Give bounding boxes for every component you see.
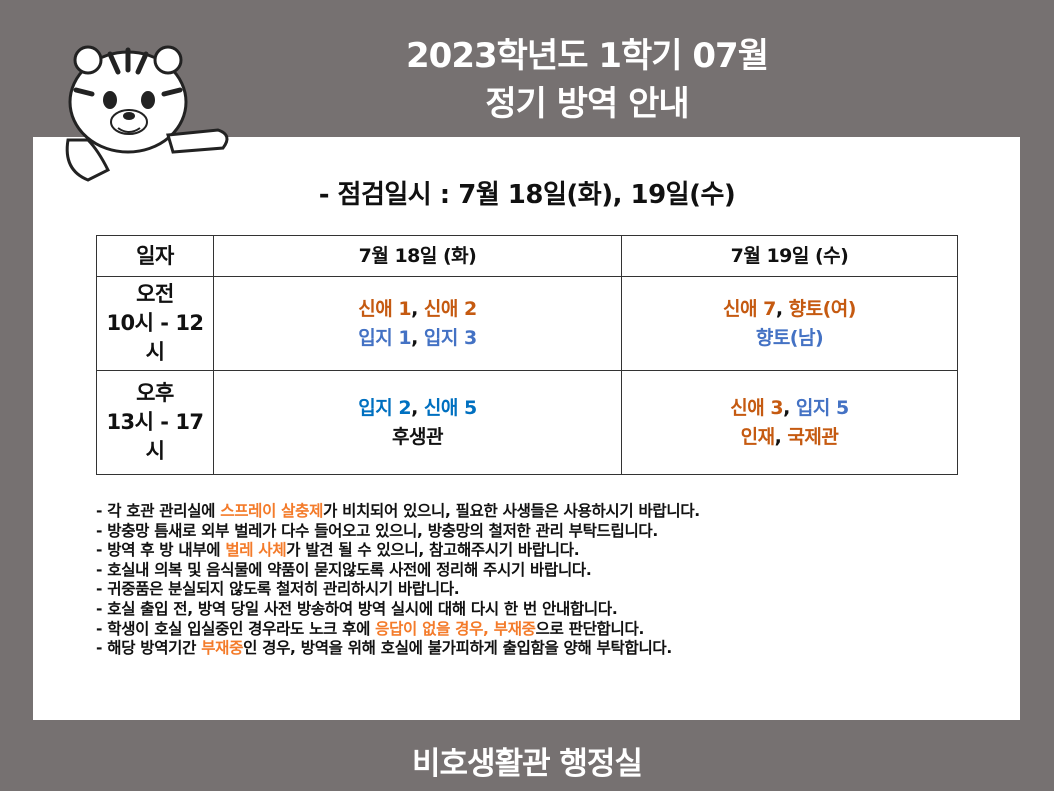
note-text: - 호실내 의복 및 음식물에 약품이 묻지않도록 사전에 정리해 주시기 바랍…	[96, 560, 592, 579]
note-text: 인 경우, 방역을 위해 호실에 불가피하게 출입함을 양해 부탁합니다.	[243, 639, 672, 658]
note-item: - 호실 출입 전, 방역 당일 사전 방송하여 방역 실시에 대해 다시 한 …	[96, 600, 700, 620]
cell-line: 입지 1, 입지 3	[215, 324, 620, 353]
header-day2: 7월 19일 (수)	[621, 235, 958, 277]
note-highlight: 벌레 사체	[225, 541, 287, 560]
note-text: - 방충망 틈새로 외부 벌레가 다수 들어오고 있으니, 방충망의 철저한 관…	[96, 521, 658, 540]
header-date: 일자	[96, 235, 214, 277]
page-title-line1: 2023학년도 1학기 07월	[406, 36, 769, 76]
building-name: 입지 2	[358, 396, 412, 419]
building-name: ,	[775, 297, 789, 320]
building-name: ,	[411, 297, 424, 320]
note-text: - 학생이 호실 입실중인 경우라도 노크 후에	[96, 619, 376, 638]
schedule-table: 일자 7월 18일 (화) 7월 19일 (수) 오전 10시 - 12시 신애 …	[96, 235, 958, 475]
period-cell: 오전 10시 - 12시	[96, 276, 214, 371]
schedule-cell: 신애 1, 신애 2 입지 1, 입지 3	[213, 276, 622, 371]
building-name: ,	[411, 396, 424, 419]
schedule-cell: 입지 2, 신애 5 후생관	[213, 370, 622, 475]
note-text: - 귀중품은 분실되지 않도록 철저히 관리하시기 바랍니다.	[96, 580, 460, 599]
page-title-line2: 정기 방역 안내	[485, 84, 689, 124]
period-cell: 오후 13시 - 17시	[96, 370, 214, 475]
time-label: 10시 - 12시	[106, 311, 204, 364]
note-item: - 방역 후 방 내부에 벌레 사체가 발견 될 수 있으니, 참고해주시기 바…	[96, 541, 700, 561]
building-name: 후생관	[392, 425, 443, 448]
note-highlight: 부재중	[201, 639, 244, 658]
building-name: 향토(남)	[755, 326, 824, 349]
schedule-cell: 신애 7, 향토(여) 향토(남)	[621, 276, 958, 371]
cell-line: 인재, 국제관	[623, 423, 956, 452]
building-name: 입지 5	[795, 396, 849, 419]
inspection-date: - 점검일시 : 7월 18일(화), 19일(수)	[318, 180, 736, 210]
footer-office: 비호생활관 행정실	[412, 746, 643, 782]
building-name: ,	[783, 396, 796, 419]
note-item: - 해당 방역기간 부재중인 경우, 방역을 위해 호실에 불가피하게 출입함을…	[96, 639, 700, 659]
header-day1: 7월 18일 (화)	[213, 235, 622, 277]
notes-list: - 각 호관 관리실에 스프레이 살충제가 비치되어 있으니, 필요한 사생들은…	[96, 502, 700, 659]
building-name: 입지 1	[358, 326, 412, 349]
note-text: 가 비치되어 있으니, 필요한 사생들은 사용하시기 바랍니다.	[323, 502, 700, 520]
building-name: 향토(여)	[788, 297, 857, 320]
building-name: ,	[774, 425, 788, 448]
building-name: 국제관	[787, 425, 839, 448]
cell-line: 신애 1, 신애 2	[215, 295, 620, 324]
table-header-row: 일자 7월 18일 (화) 7월 19일 (수)	[96, 235, 958, 277]
cell-line: 신애 3, 입지 5	[623, 394, 956, 423]
cell-line: 향토(남)	[623, 324, 956, 353]
building-name: 신애 5	[423, 396, 477, 419]
note-item: - 방충망 틈새로 외부 벌레가 다수 들어오고 있으니, 방충망의 철저한 관…	[96, 522, 700, 542]
cell-line: 신애 7, 향토(여)	[623, 295, 956, 324]
note-item: - 호실내 의복 및 음식물에 약품이 묻지않도록 사전에 정리해 주시기 바랍…	[96, 561, 700, 581]
tiger-mascot-icon	[65, 45, 229, 182]
time-label: 13시 - 17시	[106, 410, 204, 463]
note-text: 으로 판단합니다.	[535, 619, 645, 638]
note-item: - 귀중품은 분실되지 않도록 철저히 관리하시기 바랍니다.	[96, 580, 700, 600]
building-name: ,	[411, 326, 424, 349]
building-name: 신애 3	[730, 396, 784, 419]
period-label: 오후	[136, 381, 174, 405]
building-name: 인재	[740, 425, 775, 448]
note-item: - 학생이 호실 입실중인 경우라도 노크 후에 응답이 없을 경우, 부재중으…	[96, 620, 700, 640]
cell-line: 입지 2, 신애 5	[215, 394, 620, 423]
schedule-cell: 신애 3, 입지 5 인재, 국제관	[621, 370, 958, 475]
building-name: 신애 7	[723, 297, 776, 320]
table-row: 오후 13시 - 17시 입지 2, 신애 5 후생관 신애 3, 입지 5 인재, …	[96, 370, 958, 475]
building-name: 입지 3	[423, 326, 477, 349]
note-highlight: 스프레이 살충제	[220, 502, 324, 520]
building-name: 신애 1	[358, 297, 412, 320]
note-text: 가 발견 될 수 있으니, 참고해주시기 바랍니다.	[286, 541, 580, 560]
note-highlight: 응답이 없을 경우, 부재중	[375, 619, 536, 638]
note-text: - 해당 방역기간	[96, 639, 202, 658]
note-text: - 호실 출입 전, 방역 당일 사전 방송하여 방역 실시에 대해 다시 한 …	[96, 599, 618, 618]
note-text: - 방역 후 방 내부에	[96, 541, 226, 560]
table-row: 오전 10시 - 12시 신애 1, 신애 2 입지 1, 입지 3 신애 7, 향…	[96, 276, 958, 371]
building-name: 신애 2	[423, 297, 477, 320]
period-label: 오전	[136, 282, 174, 306]
note-text: - 각 호관 관리실에	[96, 502, 221, 520]
cell-line: 후생관	[215, 423, 620, 452]
note-item: - 각 호관 관리실에 스프레이 살충제가 비치되어 있으니, 필요한 사생들은…	[96, 502, 700, 522]
